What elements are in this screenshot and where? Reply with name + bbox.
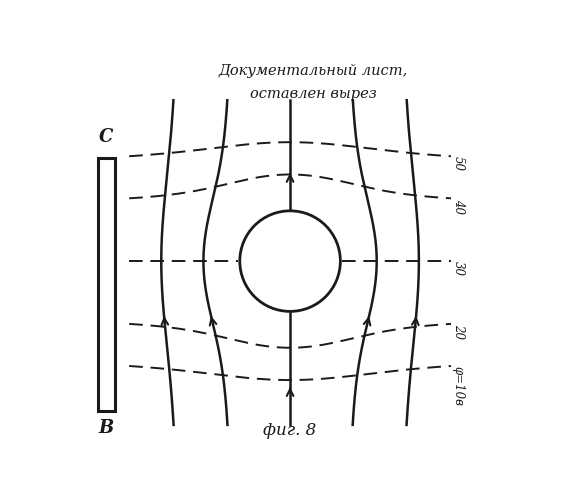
Text: В: В [98,419,114,437]
Text: фиг. 8: фиг. 8 [263,422,317,439]
Text: 50: 50 [452,156,465,172]
Text: φ=10в: φ=10в [452,366,465,406]
Text: 40: 40 [452,198,465,214]
Circle shape [240,211,340,312]
Text: 30: 30 [452,261,465,276]
Text: С: С [99,128,113,146]
Text: оставлен вырез: оставлен вырез [250,88,376,102]
Bar [97,158,115,410]
Text: 20: 20 [452,324,465,338]
Text: Документальный лист,: Документальный лист, [218,64,408,78]
